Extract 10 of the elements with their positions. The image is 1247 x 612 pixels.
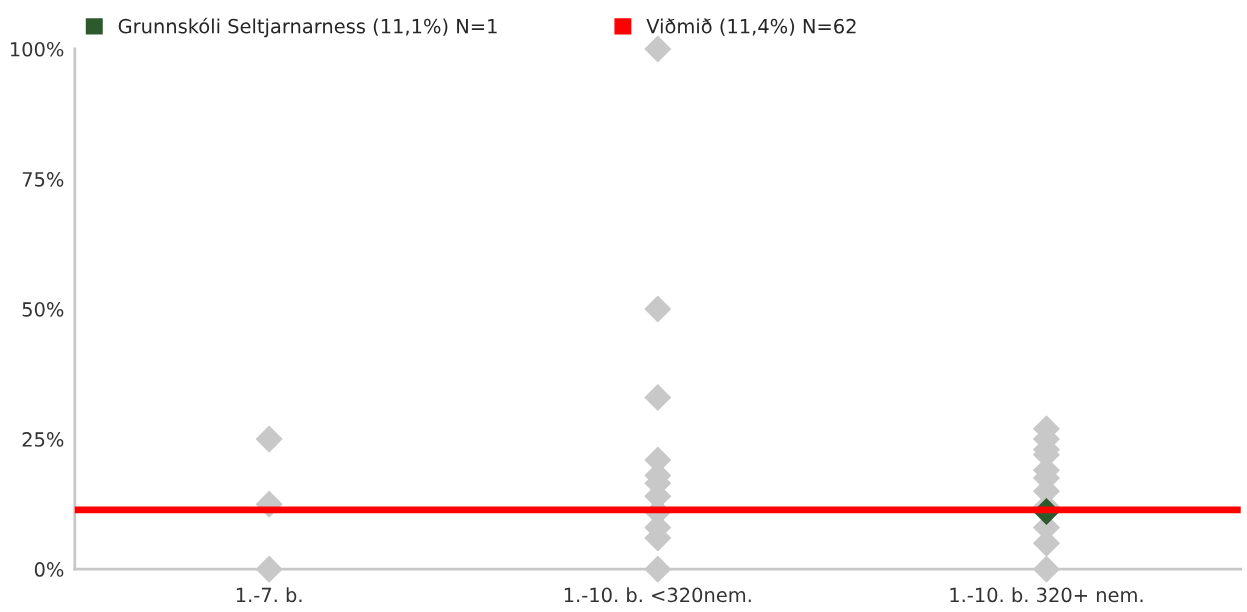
- x-tick-label: 1.-10. b. <320nem.: [564, 587, 751, 603]
- y-tick-label: 25%: [22, 432, 64, 447]
- y-tick-label: 50%: [22, 302, 64, 317]
- legend-label: Viðmið (11,4%) N=62: [646, 18, 856, 36]
- x-tick-label: 1.-10. b. 320+ nem.: [950, 587, 1143, 603]
- x-tick-label: 1.-7. b.: [236, 587, 302, 603]
- y-tick-label: 0%: [34, 562, 64, 577]
- y-tick-label: 75%: [22, 171, 64, 187]
- legend-label: Grunnskóli Seltjarnarness (11,1%) N=1: [118, 17, 497, 38]
- y-tick-label: 100%: [10, 41, 64, 57]
